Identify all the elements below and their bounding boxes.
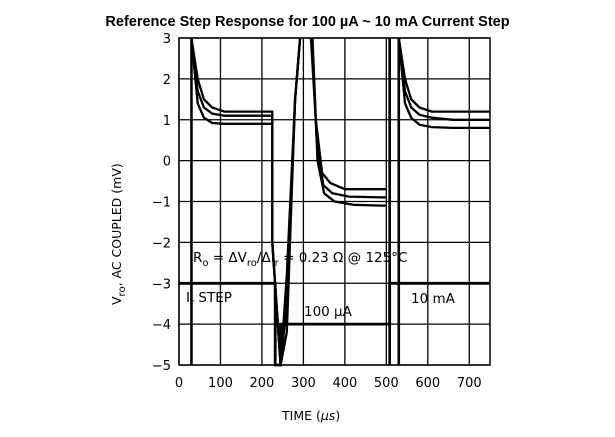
y-tick-label: 3 xyxy=(163,32,171,47)
high-current-label: 10 mA xyxy=(411,291,456,307)
y-axis-label: Vro, AC COUPLED (mV) xyxy=(109,163,128,305)
y-tick-label: −1 xyxy=(152,196,171,211)
series-lines xyxy=(179,37,490,367)
y-tick-label: −4 xyxy=(152,318,171,333)
chart-title: Reference Step Response for 100 µA ~ 10 … xyxy=(105,14,510,30)
y-tick-label: 2 xyxy=(163,73,171,88)
y-tick-label: 1 xyxy=(163,114,171,129)
y-tick-label: −3 xyxy=(152,277,171,292)
x-axis-label: TIME (µs) xyxy=(281,408,340,423)
y-tick-label: −2 xyxy=(152,236,171,251)
x-tick-label: 0 xyxy=(175,376,183,391)
x-tick-label: 200 xyxy=(250,376,275,391)
response-curve xyxy=(397,37,490,130)
step-label: Ir STEP xyxy=(186,290,232,309)
response-curve xyxy=(397,37,490,121)
x-tick-label: 400 xyxy=(332,376,357,391)
response-curve xyxy=(309,37,387,191)
response-curve xyxy=(190,37,302,367)
x-tick-label: 300 xyxy=(291,376,316,391)
x-tick-labels: 0 100 200 300 400 500 600 700 xyxy=(175,376,482,391)
y-tick-label: −5 xyxy=(152,359,171,374)
x-tick-label: 500 xyxy=(374,376,399,391)
formula-annotation: Ro = ΔVro/ΔIr = 0.23 Ω @ 125°C xyxy=(193,250,407,269)
y-tick-label: 0 xyxy=(163,155,171,170)
low-current-label: 100 µA xyxy=(304,304,353,320)
y-tick-labels: 3 2 1 0 −1 −2 −3 −4 −5 xyxy=(152,32,171,374)
current-step-trace xyxy=(179,281,490,367)
x-tick-label: 100 xyxy=(208,376,233,391)
response-curve xyxy=(311,37,387,207)
x-tick-label: 600 xyxy=(415,376,440,391)
plot-frame xyxy=(178,37,491,366)
plot-border xyxy=(178,37,491,366)
x-tick-label: 700 xyxy=(457,376,482,391)
response-curve xyxy=(397,37,490,113)
